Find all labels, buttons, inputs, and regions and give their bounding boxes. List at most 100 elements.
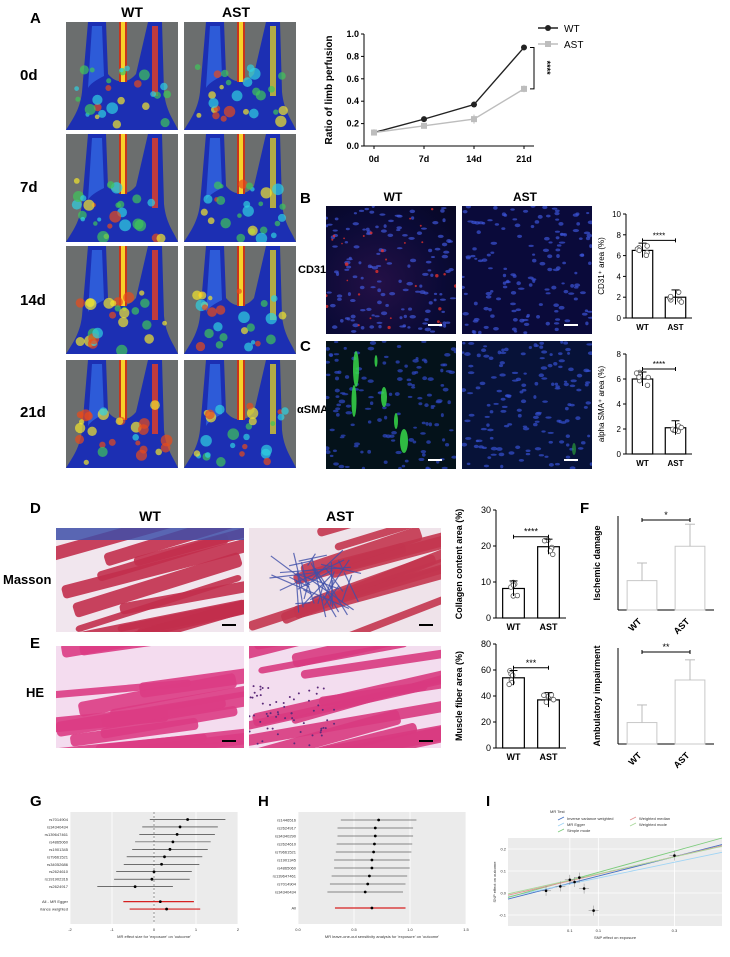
y-axis-label: Collagen content area (%) (454, 509, 464, 620)
nucleus (326, 373, 331, 377)
nucleus (586, 343, 592, 346)
nucleus (380, 311, 388, 316)
nucleus (326, 224, 329, 228)
nucleus (406, 281, 413, 286)
mr-fit-line (507, 845, 723, 895)
x-tick-label: AST (540, 622, 559, 632)
inflammatory-cell (276, 711, 279, 714)
nucleus (437, 234, 444, 238)
nucleus (453, 350, 456, 354)
nucleus (402, 324, 407, 328)
nucleus (468, 364, 474, 368)
nucleus (350, 314, 356, 319)
legend-marker (545, 41, 551, 47)
nucleus (462, 285, 466, 290)
scale-bar (564, 459, 578, 461)
muscle-fiber (127, 579, 244, 632)
x-tick-label: 1.0 (407, 927, 413, 932)
collagen-fiber (322, 594, 337, 618)
nucleus (396, 228, 401, 232)
legend-swatch (557, 816, 565, 821)
nucleus (424, 327, 432, 332)
nucleus (483, 354, 490, 358)
inflammatory-cell (275, 701, 278, 704)
y-tick-label: 0.4 (346, 96, 359, 106)
nucleus (379, 213, 386, 216)
nucleus (412, 440, 417, 444)
nucleus (484, 415, 490, 418)
nucleus (500, 409, 507, 413)
significance-bracket (530, 46, 535, 90)
data-dot (550, 551, 556, 558)
summary-estimate (158, 900, 162, 903)
inflammatory-cell (320, 729, 323, 732)
scale-bar (428, 459, 442, 461)
mr-fit-line (507, 837, 723, 898)
he-wt-image (56, 646, 244, 748)
nucleus (511, 309, 517, 313)
nucleus (503, 267, 508, 271)
nucleus (329, 428, 335, 432)
inflammatory-cell (275, 715, 278, 718)
nucleus (567, 403, 572, 407)
x-tick-label: AST (672, 616, 692, 636)
nucleus (388, 219, 394, 223)
point-estimate (171, 840, 175, 844)
nucleus (409, 314, 416, 319)
nucleus (410, 216, 415, 220)
nucleus (360, 326, 365, 330)
nucleus (442, 218, 446, 223)
inflammatory-cell (320, 734, 323, 737)
nucleus (525, 449, 531, 453)
inflammatory-cell (269, 712, 272, 715)
nucleus (489, 436, 494, 440)
nucleus (428, 248, 433, 253)
nucleus (565, 434, 570, 438)
nucleus (498, 452, 505, 457)
laser-doppler-image (184, 134, 296, 242)
ischemic-damage-bar-chart: Ischemic damage WT AST * (592, 510, 714, 636)
nucleus (583, 231, 591, 235)
nucleus (534, 420, 540, 423)
snp-point (673, 854, 676, 857)
nucleus (378, 324, 382, 329)
y-tick-label: 0.8 (346, 51, 359, 61)
nucleus (367, 420, 372, 424)
row-label: rs79661521 (275, 850, 297, 855)
nucleus (382, 361, 387, 365)
nucleus (387, 233, 394, 237)
nucleus (335, 395, 340, 399)
scale-bar (222, 624, 236, 626)
bar-AST (674, 679, 706, 745)
cd31-signal (346, 279, 349, 282)
nucleus (416, 365, 422, 369)
nucleus (333, 341, 339, 344)
nucleus (589, 244, 592, 249)
nucleus (326, 395, 330, 400)
nucleus (377, 418, 382, 422)
x-tick-label: 2 (237, 927, 240, 932)
nucleus (575, 416, 581, 421)
collagen-fiber (343, 572, 359, 602)
row-label-0d: 0d (20, 67, 38, 84)
nucleus (398, 466, 402, 469)
nucleus (371, 314, 375, 317)
nucleus (364, 407, 372, 410)
cd31-signal (357, 324, 360, 327)
nucleus (539, 345, 544, 349)
nucleus (466, 462, 471, 466)
nucleus (558, 241, 566, 244)
nucleus (402, 288, 409, 292)
x-tick-label: AST (668, 323, 684, 332)
y-tick-label: 20 (481, 541, 491, 551)
nucleus (558, 221, 564, 226)
nucleus (441, 242, 448, 247)
ambulatory-impairment-bar-chart: Ambulatory impairment WT AST ** (592, 642, 714, 770)
collagen-fiber (312, 568, 323, 583)
inflammatory-cell (283, 705, 286, 708)
nucleus (558, 359, 565, 363)
inflammatory-cell (249, 696, 252, 699)
y-tick-label: 80 (481, 639, 491, 649)
nucleus (440, 413, 444, 418)
nucleus (334, 217, 339, 221)
